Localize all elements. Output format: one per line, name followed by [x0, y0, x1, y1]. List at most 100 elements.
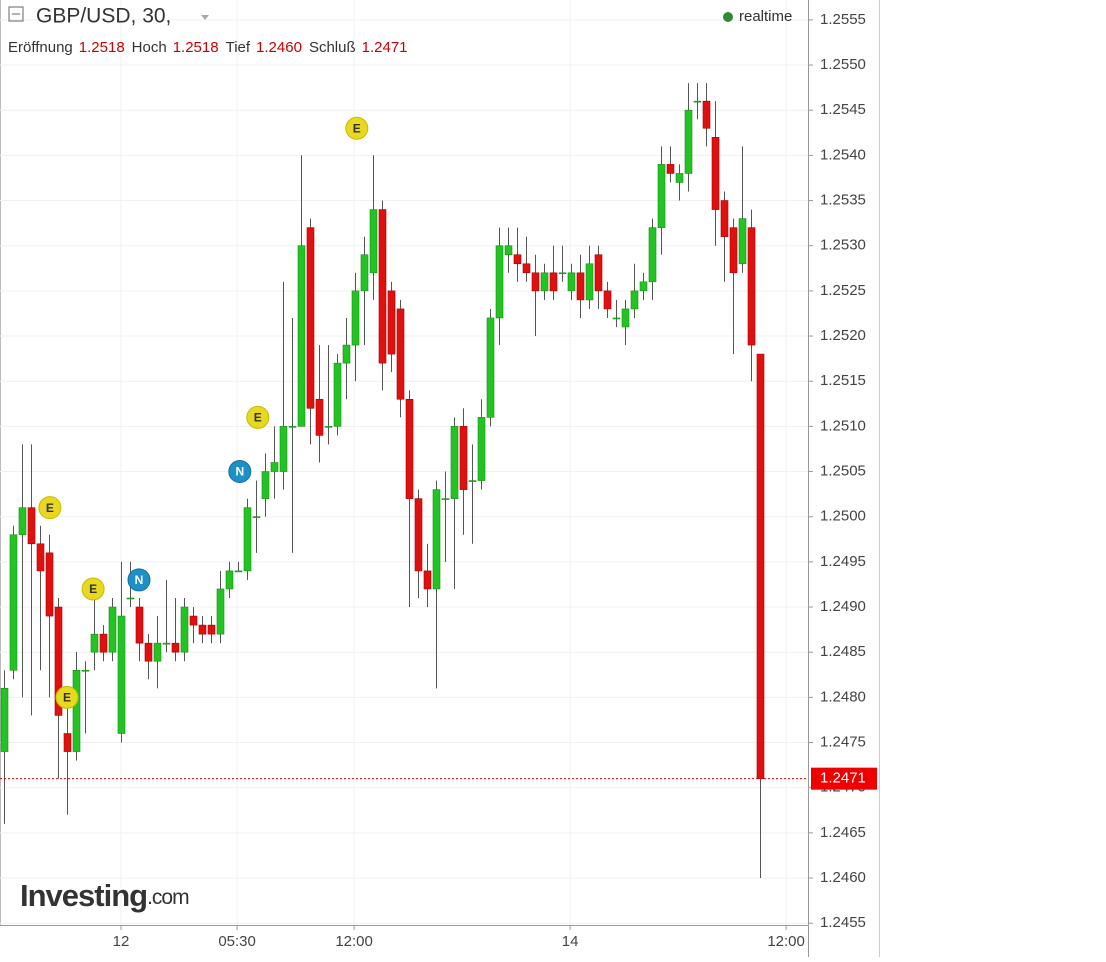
summary-value: 1.2518: [79, 39, 125, 56]
event-label: N: [135, 573, 144, 587]
candle-body: [9, 534, 18, 671]
candle-body: [387, 290, 396, 355]
brand-suffix: .com: [147, 886, 189, 909]
candle-body: [594, 254, 603, 292]
event-label: E: [353, 121, 361, 135]
candle-body: [621, 308, 630, 328]
candle-body: [576, 272, 585, 301]
candle-body: [684, 109, 693, 174]
y-tick-label: 1.2550: [820, 56, 866, 73]
summary-name: Schluß: [309, 39, 356, 56]
candle-body: [279, 426, 288, 472]
candle-body: [405, 398, 414, 499]
y-tick-label: 1.2480: [820, 688, 866, 705]
candle-body: [504, 245, 513, 256]
brand-logo: Investing.com: [20, 878, 189, 913]
chart-title: GBP/USD, 30,: [36, 5, 171, 28]
overlay: GBP/USD, 30, realtime Eröffnung 1.2518 Hoc…: [0, 5, 877, 913]
candle-body: [432, 489, 441, 590]
candle-body: [27, 507, 36, 545]
candle-body: [126, 597, 135, 600]
candle-body: [234, 570, 243, 573]
y-tick-label: 1.2515: [820, 372, 866, 389]
candle-body: [441, 498, 450, 500]
candle-body: [225, 570, 234, 590]
ohlc-summary: Eröffnung 1.2518 Hoch 1.2518 Tief 1.2460 Schlu…: [8, 39, 408, 56]
y-tick-label: 1.2545: [820, 101, 866, 118]
candle-body: [288, 426, 297, 428]
x-tick-label: 12:00: [767, 933, 805, 950]
event-marker: [246, 405, 270, 429]
candle-body: [738, 218, 747, 265]
y-tick-label: 1.2500: [820, 508, 866, 525]
y-tick-label: 1.2485: [820, 643, 866, 660]
candle-body: [171, 642, 180, 653]
x-tick-label: 12: [113, 933, 130, 950]
candle-body: [81, 669, 90, 672]
candle-body: [567, 272, 576, 292]
candle-body: [495, 245, 504, 319]
candle-body: [477, 417, 486, 481]
y-tick-label: 1.2505: [820, 463, 866, 480]
candle-body: [675, 173, 684, 183]
candle-body: [513, 254, 522, 265]
collapse-icon[interactable]: [8, 6, 24, 22]
candle-body: [531, 272, 540, 292]
candle-body: [603, 290, 612, 310]
summary-name: Eröffnung: [8, 39, 73, 56]
candle-body: [117, 615, 126, 734]
candle-body: [414, 498, 423, 572]
candle-body: [666, 164, 675, 174]
candle-body: [720, 200, 729, 237]
candle-body: [729, 227, 738, 274]
candle-body: [297, 245, 306, 427]
candle-body: [756, 353, 765, 779]
candle-body: [243, 507, 252, 572]
summary-name: Tief: [226, 39, 251, 56]
dropdown-arrow[interactable]: [201, 15, 209, 20]
event-marker: [81, 577, 105, 601]
x-tick-label: 14: [562, 933, 579, 950]
candle-body: [351, 290, 360, 346]
chart-bg: [0, 0, 880, 957]
event-marker: [127, 568, 151, 592]
candle-body: [324, 426, 333, 428]
candle-body: [72, 669, 81, 752]
candle-body: [657, 164, 666, 228]
candle-body: [342, 344, 351, 364]
candle-body: [216, 588, 225, 635]
y-tick-label: 1.2495: [820, 553, 866, 570]
candle-body: [702, 100, 711, 129]
x-tick-label: 05:30: [218, 933, 256, 950]
y-tick-label: 1.2460: [820, 869, 866, 886]
candle-body: [189, 615, 198, 626]
event-label: E: [46, 501, 54, 515]
y-tick-label: 1.2535: [820, 192, 866, 209]
summary-name: Hoch: [132, 39, 167, 56]
y-tick-label: 1.2490: [820, 598, 866, 615]
candle-body: [459, 426, 468, 490]
candle-body: [360, 254, 369, 292]
candle-body: [468, 480, 477, 482]
y-tick-label: 1.2475: [820, 733, 866, 750]
summary-value: 1.2460: [256, 39, 302, 56]
candle-body: [135, 606, 144, 644]
candle-body: [711, 137, 720, 210]
candle-body: [45, 552, 54, 617]
candle-body: [270, 462, 279, 472]
event-label: E: [63, 691, 71, 705]
candle-body: [396, 308, 405, 400]
y-tick-label: 1.2455: [820, 914, 866, 931]
candle-body: [18, 507, 27, 536]
event-label: E: [89, 582, 97, 596]
event-marker: [345, 116, 369, 140]
candle-body: [486, 317, 495, 418]
candle-body: [450, 426, 459, 499]
marks: [0, 83, 765, 879]
realtime-label: realtime: [739, 8, 792, 25]
candle-body: [144, 642, 153, 662]
y-tick-label: 1.2520: [820, 327, 866, 344]
candle-body: [693, 100, 702, 103]
